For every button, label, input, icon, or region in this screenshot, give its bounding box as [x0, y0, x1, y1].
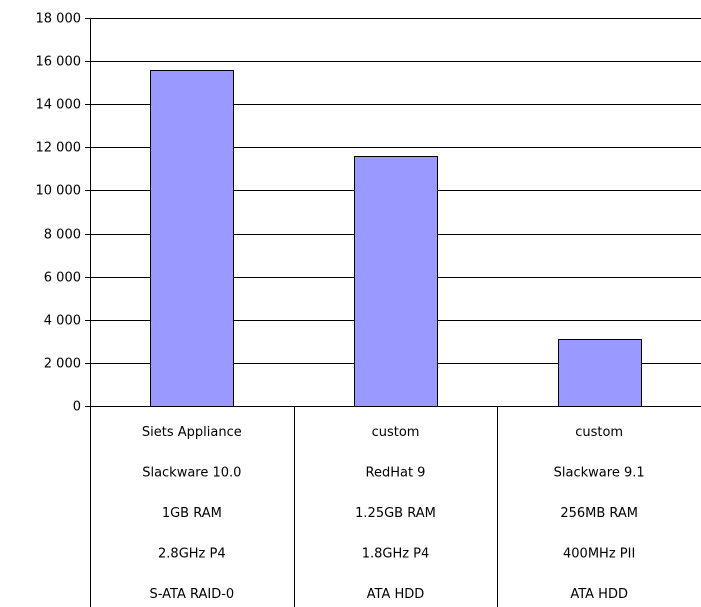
category-label: RedHat 9	[366, 466, 426, 481]
axes	[85, 18, 701, 607]
y-tick-label: 14 000	[36, 98, 82, 113]
category-label: Slackware 10.0	[142, 466, 241, 481]
y-tick-label: 10 000	[36, 184, 82, 199]
bar	[354, 156, 438, 407]
category-label: custom	[372, 425, 420, 440]
category-label: 1GB RAM	[162, 506, 222, 521]
category-label: 400MHz PII	[563, 547, 635, 562]
y-tick-label: 12 000	[36, 141, 82, 156]
category-label: S-ATA RAID-0	[149, 587, 234, 602]
category-label: 2.8GHz P4	[158, 547, 226, 562]
bar	[150, 70, 234, 407]
y-tick-label: 4 000	[44, 314, 81, 329]
y-tick-label: 8 000	[44, 228, 81, 243]
category-label: ATA HDD	[570, 587, 628, 602]
bars	[150, 70, 642, 407]
y-tick-label: 18 000	[36, 12, 82, 27]
category-label: Slackware 9.1	[554, 466, 645, 481]
category-label: Siets Appliance	[142, 425, 242, 440]
y-tick-label: 2 000	[44, 357, 81, 372]
category-label: custom	[575, 425, 623, 440]
category-label: ATA HDD	[367, 587, 425, 602]
bar	[558, 339, 642, 407]
y-tick-label: 16 000	[36, 55, 82, 70]
labels: 0 2 000 4 000 6 000 8 000 10 000 12 000 14 000 1…	[36, 12, 645, 603]
category-label: 1.8GHz P4	[362, 547, 430, 562]
category-label: 1.25GB RAM	[355, 506, 436, 521]
y-tick-label: 6 000	[44, 271, 81, 286]
y-tick-label: 0	[73, 400, 81, 415]
category-label: 256MB RAM	[560, 506, 638, 521]
